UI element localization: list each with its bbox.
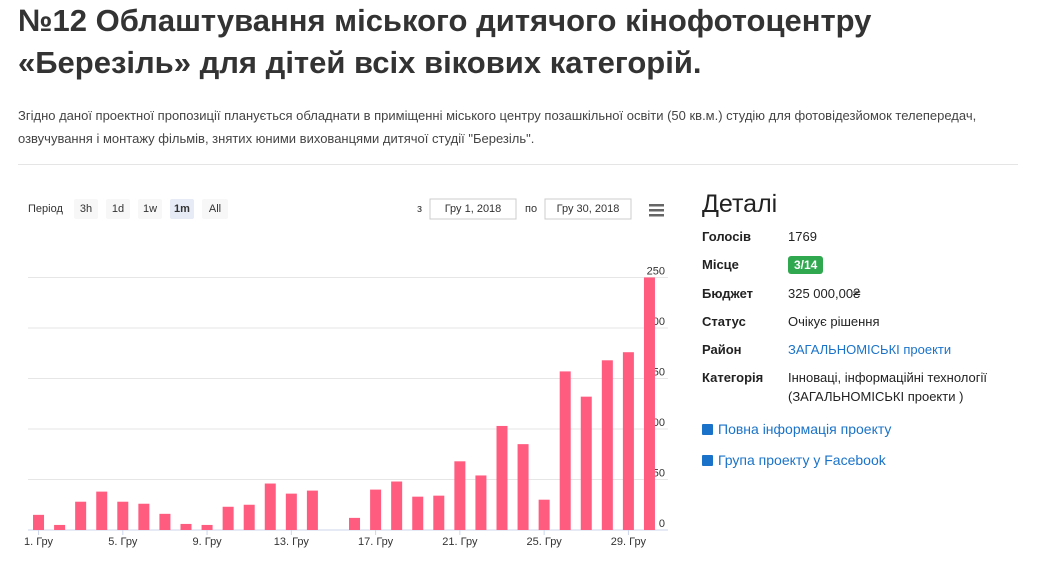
- bar: [370, 489, 382, 530]
- description: Згідно даної проектної пропозиції планує…: [18, 108, 977, 146]
- range-button[interactable]: [106, 199, 130, 219]
- detail-text: Інноваці, інформаційні технології (ЗАГАЛ…: [788, 370, 987, 404]
- from-value: Гру 1, 2018: [445, 203, 502, 215]
- bar: [201, 524, 213, 530]
- bar: [496, 425, 508, 530]
- link-text[interactable]: Повна інформація проекту: [718, 421, 892, 437]
- detail-row: Голосів 1769: [702, 227, 1032, 246]
- bar: [138, 503, 150, 530]
- detail-key: Район: [702, 342, 742, 357]
- range-button-label[interactable]: 1w: [143, 203, 157, 215]
- detail-row: Статус Очікує рішення: [702, 312, 1032, 331]
- link-icon: [702, 424, 713, 435]
- from-input[interactable]: [429, 198, 517, 220]
- x-tick-label: 21. Гру: [442, 536, 478, 548]
- bar: [538, 499, 550, 530]
- bar: [222, 506, 234, 530]
- bar: [264, 483, 276, 530]
- bar: [391, 481, 403, 530]
- detail-text: 325 000,00₴: [788, 286, 861, 301]
- menu-icon[interactable]: [649, 204, 664, 207]
- bar: [180, 523, 192, 530]
- range-button[interactable]: [202, 199, 228, 219]
- details-links: Повна інформація проекту Група проекту у …: [702, 421, 1032, 468]
- bar: [243, 504, 255, 530]
- bar: [306, 490, 318, 530]
- chart: Період 3h 1d 1w 1m All з Гру 1, 2018 по Гру 30, 2…: [24, 198, 668, 548]
- detail-key: Місце: [702, 257, 739, 272]
- details-rows: Голосів 1769 Місце 3/14 Бюджет 325 000,00₴ Ста…: [702, 227, 1032, 406]
- x-tick-label: 17. Гру: [358, 536, 394, 548]
- detail-value: 1769: [788, 227, 1032, 246]
- period-label: Період: [28, 203, 63, 215]
- detail-value: ЗАГАЛЬНОМІСЬКІ проекти: [788, 340, 1032, 359]
- detail-key: Статус: [702, 314, 746, 329]
- title: №12 Облаштування міського дитячого кіноф…: [18, 3, 872, 80]
- from-label: з: [417, 203, 422, 215]
- range-button-label[interactable]: 1d: [112, 203, 124, 215]
- detail-row: Район ЗАГАЛЬНОМІСЬКІ проекти: [702, 340, 1032, 359]
- detail-value: 325 000,00₴: [788, 284, 1032, 303]
- bar: [643, 277, 655, 530]
- detail-value: 3/14: [788, 255, 1032, 275]
- to-value: Гру 30, 2018: [557, 203, 620, 215]
- detail-row: Місце 3/14: [702, 255, 1032, 275]
- detail-value: Інноваці, інформаційні технології (ЗАГАЛ…: [788, 368, 1032, 406]
- detail-row: Категорія Інноваці, інформаційні технолог…: [702, 368, 1032, 406]
- bar: [580, 396, 592, 530]
- to-input[interactable]: [544, 198, 632, 220]
- x-tick-label: 13. Гру: [274, 536, 310, 548]
- divider: [18, 164, 1018, 165]
- bar: [517, 444, 529, 530]
- range-button[interactable]: [74, 199, 98, 219]
- detail-key: Категорія: [702, 370, 764, 385]
- x-tick-label: 9. Гру: [193, 536, 223, 548]
- y-tick-label: 50: [653, 467, 665, 479]
- detail-text: 3/14: [788, 256, 824, 274]
- x-tick-label: 1. Гру: [24, 536, 54, 548]
- bar: [412, 496, 424, 530]
- bar: [117, 501, 129, 530]
- y-tick-label: 0: [659, 518, 665, 530]
- bar: [54, 524, 66, 530]
- detail-row: Бюджет 325 000,00₴: [702, 284, 1032, 303]
- bar: [349, 517, 361, 530]
- x-tick-label: 5. Гру: [108, 536, 138, 548]
- bar: [622, 352, 634, 530]
- bar: [475, 475, 487, 530]
- link-icon: [702, 455, 713, 466]
- detail-text: Очікує рішення: [788, 314, 880, 329]
- bar: [33, 514, 45, 530]
- details-title: Деталі: [702, 190, 778, 218]
- detail-key: Голосів: [702, 229, 752, 244]
- bar: [159, 513, 171, 530]
- x-tick-label: 25. Гру: [527, 536, 563, 548]
- range-button-label[interactable]: All: [209, 203, 221, 215]
- bar: [96, 491, 108, 530]
- range-button-label[interactable]: 1m: [174, 203, 190, 215]
- detail-key: Бюджет: [702, 286, 753, 301]
- range-button[interactable]: [170, 199, 194, 219]
- range-button[interactable]: [138, 199, 162, 219]
- to-label: по: [525, 203, 537, 215]
- detail-text[interactable]: ЗАГАЛЬНОМІСЬКІ проекти: [788, 342, 952, 357]
- x-tick-label: 29. Гру: [611, 536, 647, 548]
- project-link[interactable]: Група проекту у Facebook: [702, 452, 1032, 468]
- bar: [559, 371, 571, 530]
- details-panel: Деталі Голосів 1769 Місце 3/14 Бюджет 325 000…: [702, 190, 1032, 468]
- project-link[interactable]: Повна інформація проекту: [702, 421, 1032, 437]
- bar: [75, 501, 87, 530]
- bar: [285, 493, 297, 530]
- y-tick-label: 250: [647, 265, 665, 277]
- bar: [601, 360, 613, 530]
- detail-text: 1769: [788, 229, 817, 244]
- menu-icon[interactable]: [649, 214, 664, 217]
- bar: [454, 461, 466, 530]
- range-button-label[interactable]: 3h: [80, 203, 92, 215]
- menu-icon[interactable]: [649, 209, 664, 212]
- link-text[interactable]: Група проекту у Facebook: [718, 452, 886, 468]
- detail-value: Очікує рішення: [788, 312, 1032, 331]
- bar: [433, 495, 445, 530]
